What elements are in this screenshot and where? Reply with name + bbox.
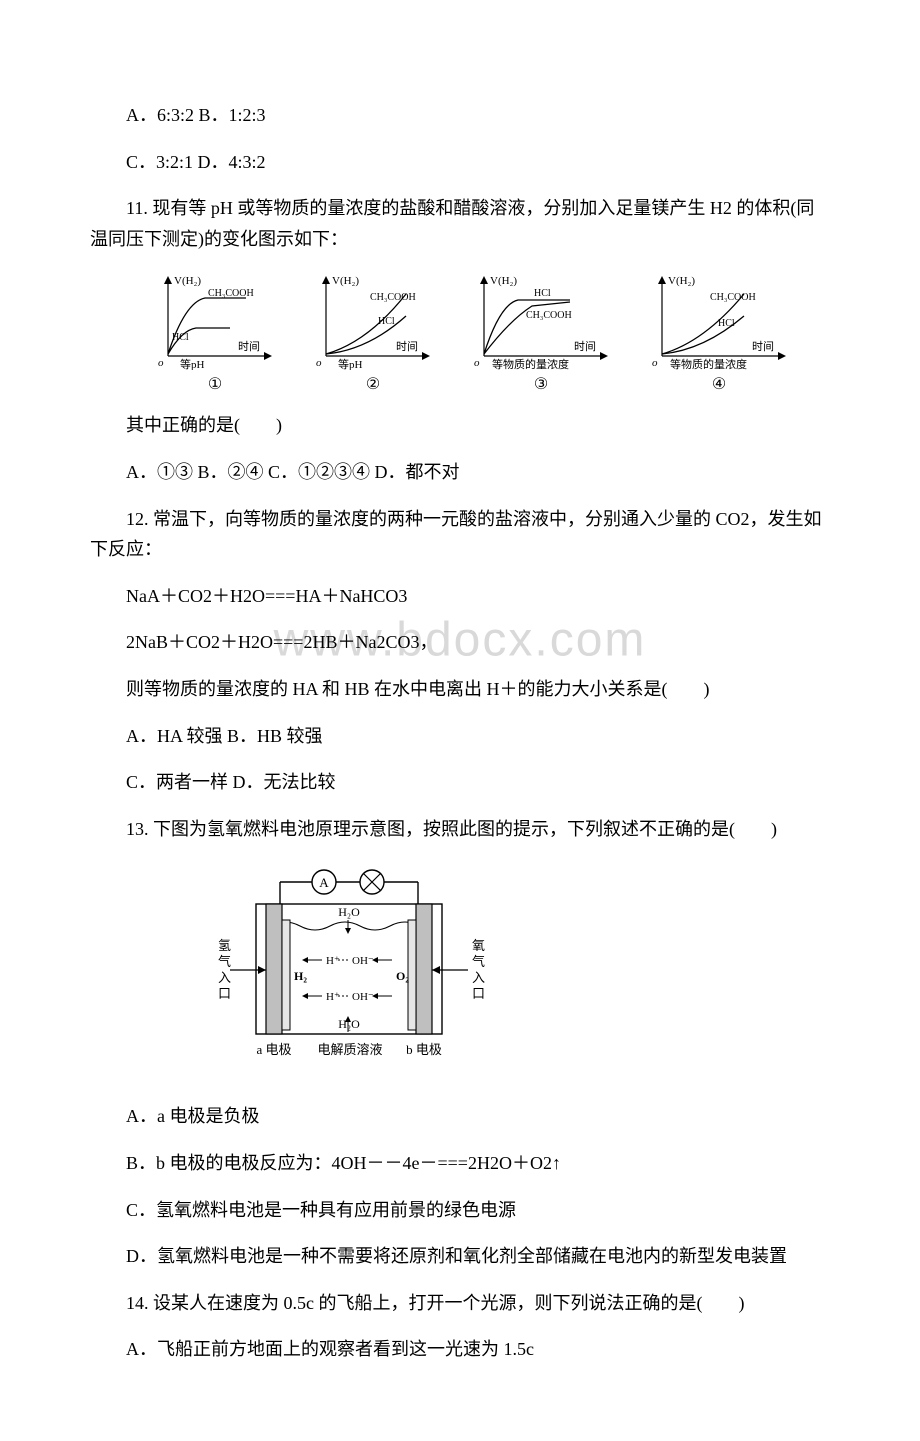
q14-opt-a: A．飞船正前方地面上的观察者看到这一光速为 1.5c [90, 1334, 830, 1365]
svg-text:入: 入 [472, 970, 485, 985]
svg-text:CH₃COOH: CH₃COOH [710, 292, 756, 303]
q13-diagram: A H₂O [200, 860, 830, 1085]
q13-opt-d: D．氢氧燃料电池是一种不需要将还原剂和氧化剂全部储藏在电池内的新型发电装置 [90, 1241, 830, 1272]
svg-text:口: 口 [472, 986, 485, 1001]
q12-opt-ab: A．HA 较强 B．HB 较强 [90, 721, 830, 752]
q11-chart-4: V(H₂) CH₃COOH HCl 时间 o 等物质的量浓度 ④ [644, 270, 794, 394]
q12-opt-cd: C．两者一样 D．无法比较 [90, 767, 830, 798]
svg-text:o: o [652, 357, 658, 369]
svg-text:o: o [158, 357, 164, 369]
svg-text:等pH: 等pH [180, 357, 204, 370]
q11-chart-1-num: ① [208, 374, 222, 394]
q11-chart-4-num: ④ [712, 374, 726, 394]
q12-stem: 12. 常温下，向等物质的量浓度的两种一元酸的盐溶液中，分别通入少量的 CO2，… [90, 504, 830, 565]
svg-text:V(H₂): V(H₂) [174, 275, 201, 287]
svg-text:V(H₂): V(H₂) [668, 275, 695, 287]
svg-text:时间: 时间 [574, 340, 596, 353]
q11-chart-3: V(H₂) HCl CH₃COOH 时间 o 等物质的量浓度 ③ [466, 270, 616, 394]
svg-text:o: o [474, 357, 480, 369]
svg-text:入: 入 [218, 970, 231, 985]
svg-text:a 电极: a 电极 [256, 1042, 291, 1057]
q11-chart-3-svg: V(H₂) HCl CH₃COOH 时间 o 等物质的量浓度 [466, 270, 616, 370]
q13-opt-b: B．b 电极的电极反应为：4OH－－4e－===2H2O＋O2↑ [90, 1148, 830, 1179]
svg-text:O₂: O₂ [396, 969, 409, 983]
svg-text:氢: 氢 [218, 938, 231, 953]
svg-text:H⁺: H⁺ [326, 955, 340, 967]
svg-text:OH⁻: OH⁻ [352, 991, 374, 1003]
q11-options: A．①③ B．②④ C．①②③④ D．都不对 [90, 457, 830, 488]
q14-stem: 14. 设某人在速度为 0.5c 的飞船上，打开一个光源，则下列说法正确的是( … [90, 1288, 830, 1319]
svg-text:V(H₂): V(H₂) [332, 275, 359, 287]
svg-text:等pH: 等pH [338, 357, 362, 370]
q11-chart-2: V(H₂) CH₃COOH HCl 时间 o 等pH ② [308, 270, 438, 394]
q11-chart-2-svg: V(H₂) CH₃COOH HCl 时间 o 等pH [308, 270, 438, 370]
svg-text:等物质的量浓度: 等物质的量浓度 [670, 357, 747, 370]
svg-text:b 电极: b 电极 [406, 1042, 442, 1057]
q13-opt-a: A．a 电极是负极 [90, 1101, 830, 1132]
svg-text:等物质的量浓度: 等物质的量浓度 [492, 357, 569, 370]
svg-text:CH₃COOH: CH₃COOH [208, 288, 254, 299]
content-area: A．6:3:2 B．1:2:3 C．3:2:1 D．4:3:2 11. 现有等 … [90, 100, 830, 1365]
q11-chart-3-num: ③ [534, 374, 548, 394]
svg-text:HCl: HCl [378, 316, 395, 327]
svg-text:HCl: HCl [718, 318, 735, 329]
svg-text:CH₃COOH: CH₃COOH [370, 292, 416, 303]
svg-text:时间: 时间 [238, 340, 260, 353]
q13-diagram-svg: A H₂O [200, 860, 500, 1080]
svg-text:电解质溶液: 电解质溶液 [317, 1042, 382, 1057]
q11-correct-label: 其中正确的是( ) [90, 410, 830, 441]
q11-stem: 11. 现有等 pH 或等物质的量浓度的盐酸和醋酸溶液，分别加入足量镁产生 H2… [90, 193, 830, 254]
q13-opt-c: C．氢氧燃料电池是一种具有应用前景的绿色电源 [90, 1195, 830, 1226]
svg-text:H⁺: H⁺ [326, 991, 340, 1003]
svg-text:氧: 氧 [472, 938, 485, 953]
svg-text:H₂: H₂ [294, 969, 307, 983]
q11-chart-1-svg: V(H₂) CH₃COOH HCl 时间 o 等pH [150, 270, 280, 370]
svg-text:OH⁻: OH⁻ [352, 955, 374, 967]
svg-text:HCl: HCl [534, 288, 551, 299]
q12-eq1: NaA＋CO2＋H2O===HA＋NaHCO3 [90, 581, 830, 612]
q11-chart-4-svg: V(H₂) CH₃COOH HCl 时间 o 等物质的量浓度 [644, 270, 794, 370]
q12-ask: 则等物质的量浓度的 HA 和 HB 在水中电离出 H＋的能力大小关系是( ) [90, 674, 830, 705]
svg-text:A: A [319, 875, 329, 890]
q11-chart-2-num: ② [366, 374, 380, 394]
svg-text:气: 气 [472, 954, 485, 969]
q11-charts-row: V(H₂) CH₃COOH HCl 时间 o 等pH ① [150, 270, 830, 394]
svg-text:口: 口 [218, 986, 231, 1001]
q13-stem: 13. 下图为氢氧燃料电池原理示意图，按照此图的提示，下列叙述不正确的是( ) [90, 814, 830, 845]
svg-text:o: o [316, 357, 322, 369]
q10-opt-ab: A．6:3:2 B．1:2:3 [90, 100, 830, 131]
svg-text:V(H₂): V(H₂) [490, 275, 517, 287]
svg-text:气: 气 [218, 954, 231, 969]
svg-text:HCl: HCl [172, 332, 189, 343]
svg-text:H₂O: H₂O [338, 905, 360, 919]
q10-opt-cd: C．3:2:1 D．4:3:2 [90, 147, 830, 178]
svg-text:CH₃COOH: CH₃COOH [526, 310, 572, 321]
svg-text:时间: 时间 [752, 340, 774, 353]
q11-chart-1: V(H₂) CH₃COOH HCl 时间 o 等pH ① [150, 270, 280, 394]
q12-eq2: 2NaB＋CO2＋H2O===2HB＋Na2CO3， [90, 627, 830, 658]
svg-text:时间: 时间 [396, 340, 418, 353]
